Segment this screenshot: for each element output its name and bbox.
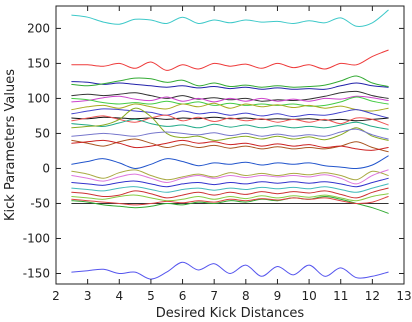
x-tick-label: 6 <box>179 289 187 303</box>
series-line-12 <box>71 118 389 130</box>
x-tick-label: 11 <box>333 289 348 303</box>
series-line-14 <box>71 128 389 140</box>
series-line-23 <box>71 193 389 202</box>
y-tick-label: 0 <box>42 161 50 175</box>
series-line-5 <box>71 90 389 102</box>
x-tick-label: 2 <box>52 289 60 303</box>
series-line-25 <box>71 196 389 214</box>
x-tick-label: 4 <box>115 289 123 303</box>
x-tick-label: 9 <box>274 289 282 303</box>
series-line-3 <box>71 81 389 90</box>
series-line-16 <box>71 139 389 151</box>
series-line-17 <box>71 155 389 170</box>
series-line-18 <box>71 169 389 181</box>
y-tick-label: 100 <box>27 91 50 105</box>
series-line-27 <box>71 261 389 280</box>
series-line-6 <box>71 95 389 103</box>
x-tick-label: 7 <box>210 289 218 303</box>
x-tick-label: 10 <box>301 289 316 303</box>
series-line-8 <box>71 102 389 112</box>
x-tick-label: 5 <box>147 289 155 303</box>
series-line-7 <box>71 96 389 107</box>
tick-layer: 2 3 4 5 6 7 8 9 10 11 12 13 -150 -100 -50 0 50 100 150 200 <box>23 6 412 303</box>
series-line-20 <box>71 177 389 188</box>
series-line-19 <box>71 169 389 185</box>
y-axis-title: Kick Parameters Values <box>3 69 18 221</box>
series-line-21 <box>71 183 389 193</box>
y-tick-label: -100 <box>23 231 50 245</box>
series-line-9 <box>71 108 389 119</box>
x-tick-label: 13 <box>396 289 411 303</box>
y-tick-label: 50 <box>35 126 50 140</box>
x-tick-label: 8 <box>242 289 250 303</box>
y-tick-label: 200 <box>27 21 50 35</box>
series-line-10 <box>71 116 389 122</box>
series-line-1 <box>71 9 389 27</box>
series-line-2 <box>71 49 389 71</box>
series-layer <box>71 9 389 280</box>
series-line-22 <box>71 187 389 199</box>
x-axis-title: Desired Kick Distances <box>156 306 305 321</box>
series-line-13 <box>71 107 389 141</box>
series-line-4 <box>71 75 389 88</box>
x-tick-label: 12 <box>365 289 380 303</box>
x-tick-label: 3 <box>84 289 92 303</box>
series-line-11 <box>71 114 389 126</box>
plot-frame <box>55 5 405 285</box>
y-tick-label: -50 <box>30 196 50 210</box>
y-tick-label: 150 <box>27 56 50 70</box>
series-line-26 <box>71 196 389 206</box>
y-tick-label: -150 <box>23 266 50 280</box>
series-line-15 <box>71 138 389 153</box>
